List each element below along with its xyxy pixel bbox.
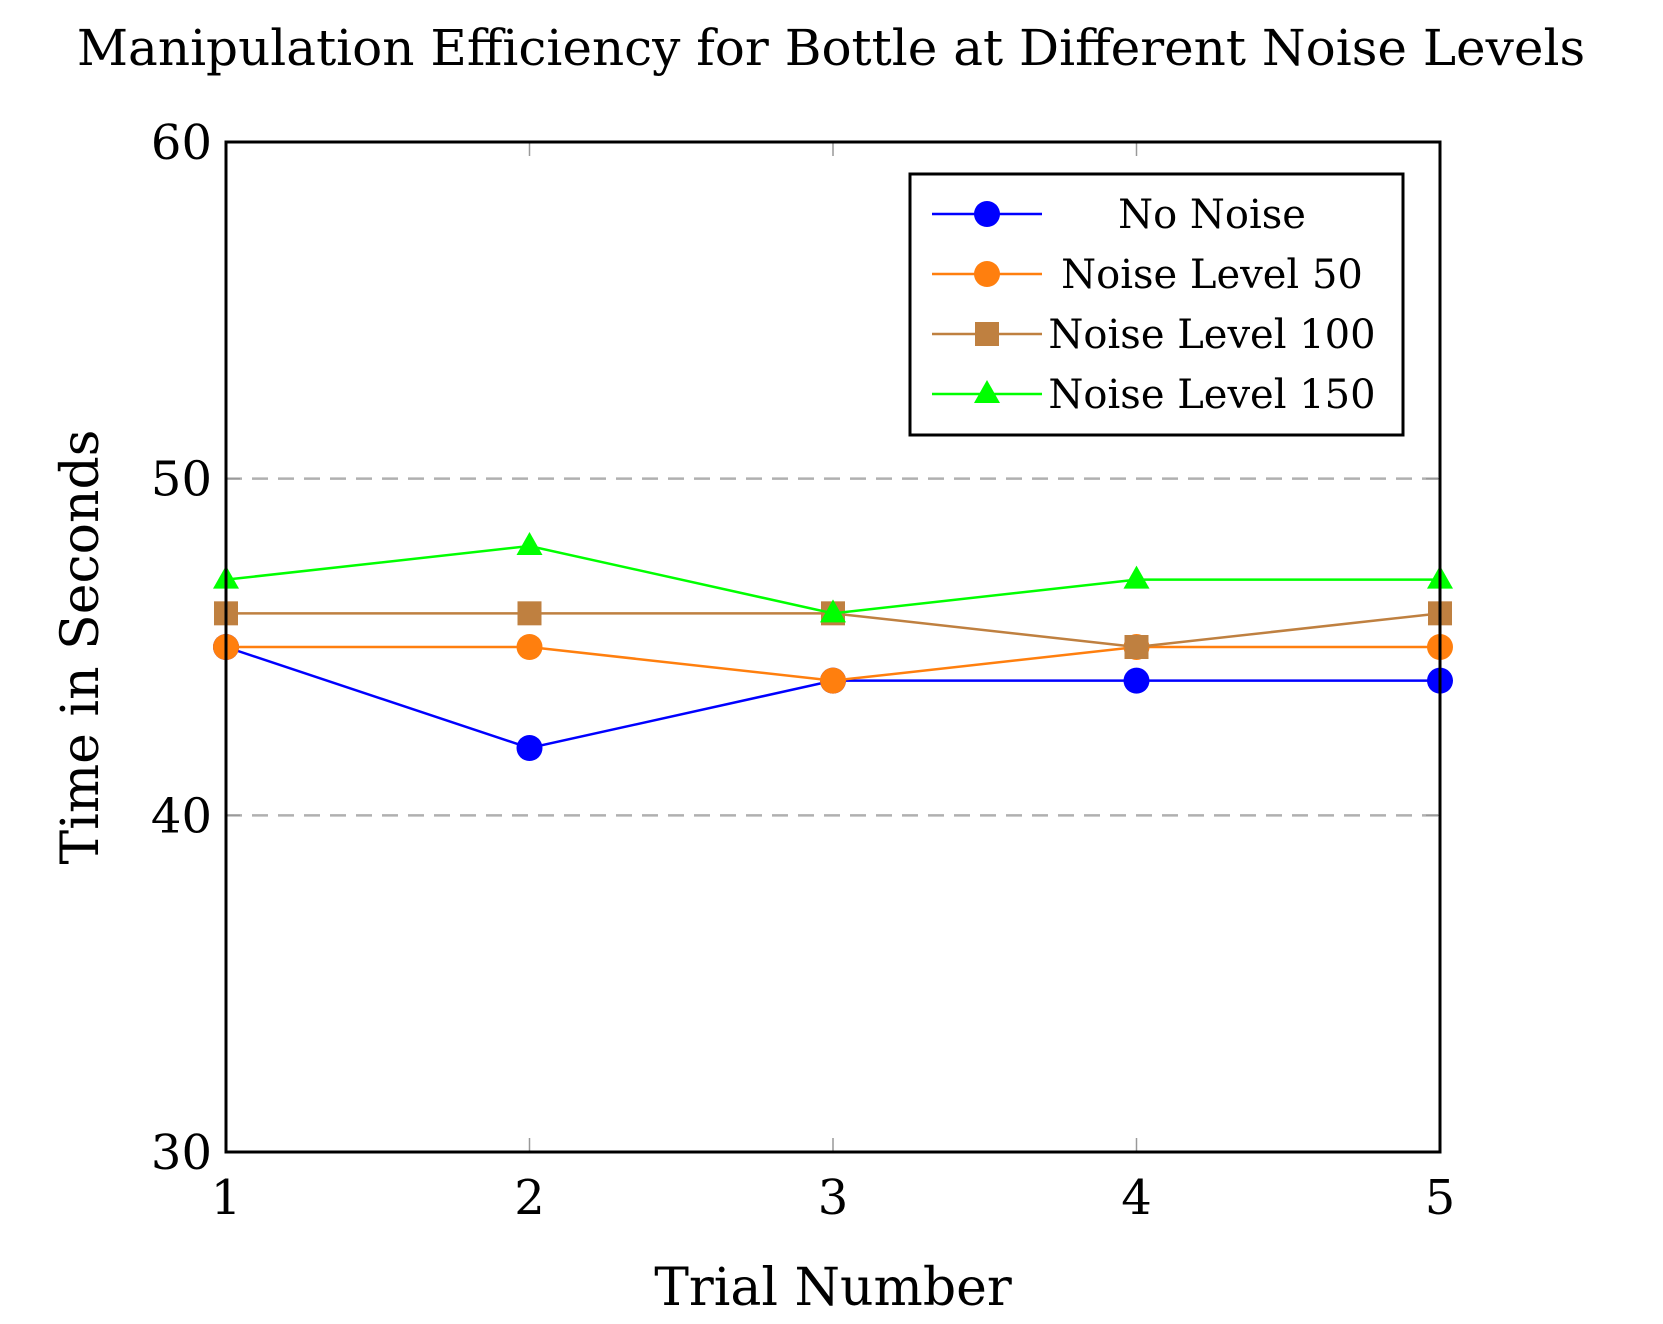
legend-entry: Noise Level 150 [932,372,1376,418]
legend-label: No Noise [1118,192,1306,238]
data-point [1123,565,1150,589]
x-axis-label: Trial Number [654,1258,1012,1318]
data-point [974,380,1000,403]
x-tick-label: 5 [1425,1170,1456,1226]
x-tick-label: 2 [514,1170,545,1226]
plot-frame [224,140,1442,1154]
legend-label: Noise Level 100 [1048,312,1375,358]
data-point [516,634,543,660]
data-point [975,322,999,346]
data-point [820,599,846,623]
legend-entry: Noise Level 100 [932,312,1376,358]
legend-entry: Noise Level 50 [932,252,1363,298]
x-tick-label: 1 [211,1170,242,1226]
data-point [974,201,1000,227]
legend-entry: No Noise [932,192,1306,238]
y-tick-label: 50 [151,452,212,508]
x-tick-label: 3 [818,1170,849,1226]
y-tick-label: 40 [151,788,212,844]
series-no-noise [213,634,1453,761]
data-point [1123,667,1150,694]
series-noise-level-150 [213,532,1453,623]
series-line [225,645,1440,750]
x-tick-label: 4 [1121,1170,1152,1226]
y-tick-label: 30 [151,1125,212,1181]
series-noise-level-50 [213,634,1453,694]
data-point [820,667,846,694]
chart-title: Manipulation Efficiency for Bottle at Di… [77,19,1585,77]
legend: No Noise Noise Level 50 Noise Level 100 Noi… [908,172,1405,437]
legend-label: Noise Level 50 [1061,252,1363,298]
data-point [516,532,543,555]
data-point [517,601,542,626]
data-point [974,261,1000,287]
legend-label: Noise Level 150 [1048,372,1375,418]
y-tick-label: 60 [151,115,212,171]
y-axis-label: Time in Seconds [51,430,111,865]
data-point [516,735,543,761]
data-point [1124,635,1149,659]
